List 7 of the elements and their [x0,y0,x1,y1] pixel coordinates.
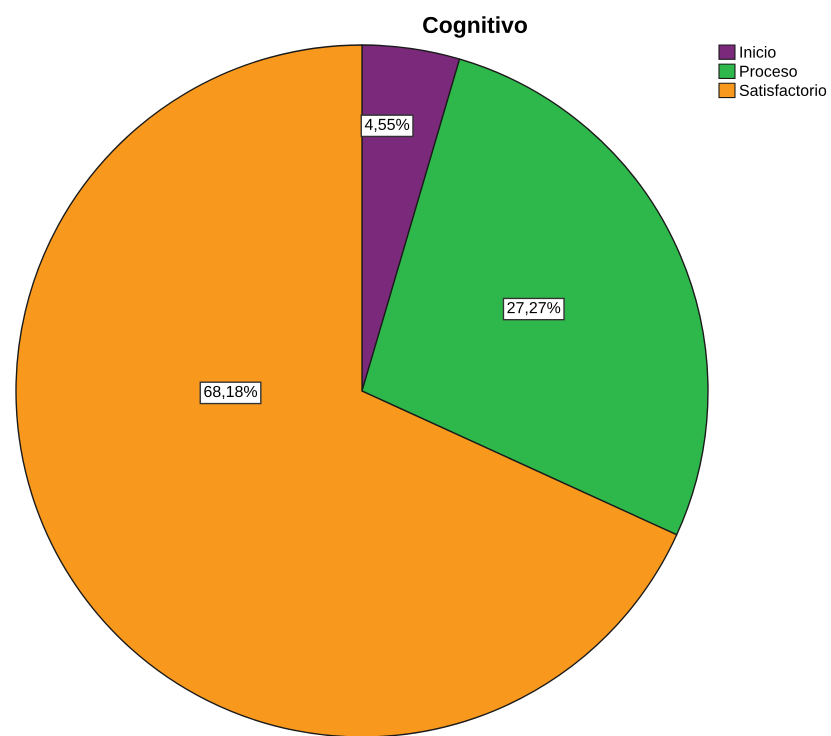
legend-label: Inicio [740,46,776,58]
chart-title: Cognitivo [423,16,527,38]
legend-label: Satisfactorio [740,84,826,96]
legend-label: Proceso [740,66,797,77]
data-label: 27,27% [507,302,560,316]
data-label: 4,55% [364,118,410,132]
data-label: 68,18% [204,386,258,400]
